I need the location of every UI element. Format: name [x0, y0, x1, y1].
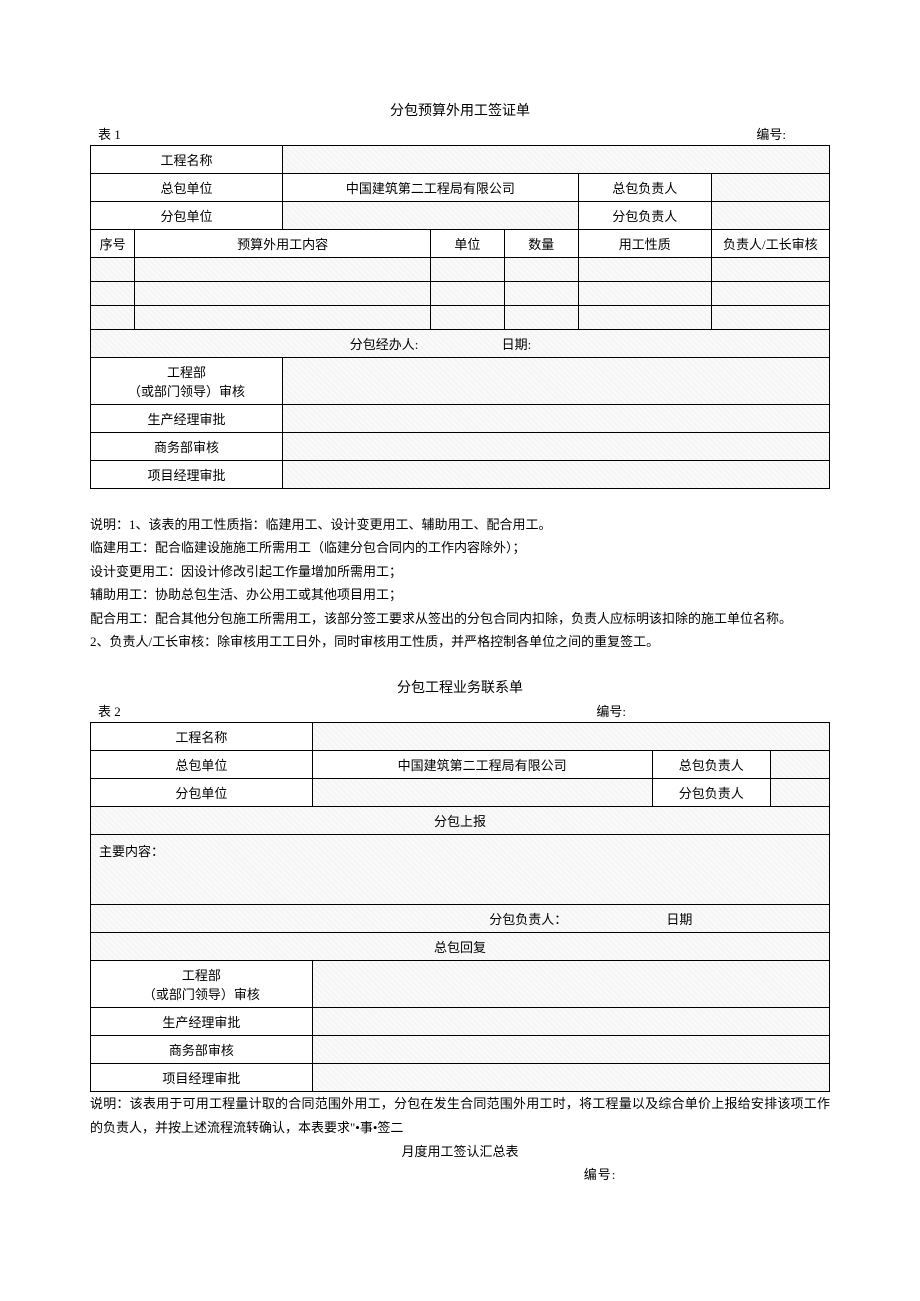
project-value: [312, 723, 829, 751]
eng-label: 工程部 （或部门领导）审核: [91, 961, 313, 1008]
table-row: 商务部审核: [91, 1036, 830, 1064]
sig-person: 分包负责人：: [132, 909, 568, 928]
col-review: 负责人/工长审核: [711, 230, 829, 258]
note-line: 配合用工：配合其他分包施工所需用工，该部分签工要求从签出的分包合同内扣除，负责人…: [90, 607, 830, 630]
prod-label: 生产经理审批: [91, 1008, 313, 1036]
table-row: [91, 282, 830, 306]
table2-note: 说明：该表用于可用工程量计取的合同范围外用工，分包在发生合同范围外用工时，将工程…: [90, 1092, 830, 1139]
table1-notes: 说明：1、该表的用工性质指：临建用工、设计变更用工、辅助用工、配合用工。 临建用…: [90, 513, 830, 653]
table1-code-label: 编号:: [756, 124, 826, 143]
table-row: 工程名称: [91, 146, 830, 174]
note-line: 临建用工：配合临建设施施工所需用工（临建分包合同内的工作内容除外）；: [90, 536, 830, 559]
table2-num: 表 2: [94, 701, 121, 720]
prod-label: 生产经理审批: [91, 405, 283, 433]
project-value: [283, 146, 830, 174]
reply-header: 总包回复: [91, 933, 830, 961]
note-line: 2、负责人/工长审核：除审核用工工日外，同时审核用工性质，并严格控制各单位之间的…: [90, 630, 830, 653]
date-label: 日期:: [462, 334, 789, 353]
sub-person-value: [770, 779, 829, 807]
table2: 工程名称 总包单位 中国建筑第二工程局有限公司 总包负责人 分包单位 分包负责人…: [90, 722, 830, 1092]
table-row: [91, 258, 830, 282]
table-row: 分包单位 分包负责人: [91, 779, 830, 807]
note-line: 辅助用工：协助总包生活、办公用工或其他项目用工；: [90, 583, 830, 606]
table1-num: 表 1: [94, 124, 121, 143]
note-line: 说明：1、该表的用工性质指：临建用工、设计变更用工、辅助用工、配合用工。: [90, 513, 830, 536]
project-label: 工程名称: [91, 146, 283, 174]
sub-person-label: 分包负责人: [652, 779, 770, 807]
general-person-label: 总包负责人: [652, 751, 770, 779]
col-seq: 序号: [91, 230, 135, 258]
general-person-value: [711, 174, 829, 202]
general-label: 总包单位: [91, 174, 283, 202]
handler-label: 分包经办人:: [132, 334, 459, 353]
table-header-row: 序号 预算外用工内容 单位 数量 用工性质 负责人/工长审核: [91, 230, 830, 258]
biz-label: 商务部审核: [91, 1036, 313, 1064]
eng-label: 工程部 （或部门领导）审核: [91, 358, 283, 405]
general-person-value: [770, 751, 829, 779]
pm-label: 项目经理审批: [91, 1064, 313, 1092]
table2-title: 分包工程业务联系单: [90, 677, 830, 697]
pm-label: 项目经理审批: [91, 461, 283, 489]
col-unit: 单位: [430, 230, 504, 258]
general-value: 中国建筑第二工程局有限公司: [283, 174, 579, 202]
sub-value: [312, 779, 652, 807]
table-row: 分包上报: [91, 807, 830, 835]
table1: 工程名称 总包单位 中国建筑第二工程局有限公司 总包负责人 分包单位 分包负责人…: [90, 145, 830, 489]
table-row: 项目经理审批: [91, 1064, 830, 1092]
table-row: 分包负责人： 日期: [91, 905, 830, 933]
table-row: 项目经理审批: [91, 461, 830, 489]
sub-person-label: 分包负责人: [578, 202, 711, 230]
col-content: 预算外用工内容: [135, 230, 431, 258]
col-nature: 用工性质: [578, 230, 711, 258]
table-row-handler: 分包经办人: 日期:: [91, 330, 830, 358]
table2-code-label: 编号:: [596, 701, 826, 720]
table-row: 工程名称: [91, 723, 830, 751]
biz-label: 商务部审核: [91, 433, 283, 461]
table-row: [91, 306, 830, 330]
table-row: 生产经理审批: [91, 1008, 830, 1036]
table-row: 总包单位 中国建筑第二工程局有限公司 总包负责人: [91, 751, 830, 779]
table2-meta: 表 2 编号:: [90, 701, 830, 720]
general-person-label: 总包负责人: [578, 174, 711, 202]
table-row: 生产经理审批: [91, 405, 830, 433]
general-value: 中国建筑第二工程局有限公司: [312, 751, 652, 779]
main-content: 主要内容：: [91, 835, 830, 905]
table1-title: 分包预算外用工签证单: [90, 100, 830, 120]
table-row: 商务部审核: [91, 433, 830, 461]
report-header: 分包上报: [91, 807, 830, 835]
sig-date: 日期: [571, 909, 789, 928]
table-row: 主要内容：: [91, 835, 830, 905]
col-qty: 数量: [504, 230, 578, 258]
sub-person-value: [711, 202, 829, 230]
table-row: 分包单位 分包负责人: [91, 202, 830, 230]
table-row: 总包单位 中国建筑第二工程局有限公司 总包负责人: [91, 174, 830, 202]
sub-value: [283, 202, 579, 230]
sub-label: 分包单位: [91, 202, 283, 230]
table-row: 总包回复: [91, 933, 830, 961]
month-num: 编号:: [90, 1164, 830, 1183]
project-label: 工程名称: [91, 723, 313, 751]
note-line: 设计变更用工：因设计修改引起工作量增加所需用工；: [90, 560, 830, 583]
table1-meta: 表 1 编号:: [90, 124, 830, 143]
general-label: 总包单位: [91, 751, 313, 779]
month-title: 月度用工签认汇总表: [90, 1141, 830, 1160]
sub-label: 分包单位: [91, 779, 313, 807]
